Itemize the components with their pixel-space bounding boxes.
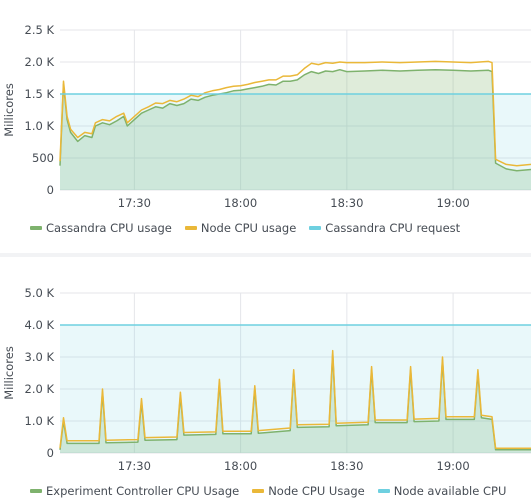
legend-swatch-cyan [377,489,390,493]
legend-item-node-cpu-usage[interactable]: Node CPU usage [184,221,297,235]
legend-label: Experiment Controller CPU Usage [46,484,240,498]
legend-swatch-green [30,489,42,493]
series-area-0 [60,69,531,190]
legend-swatch-green [30,226,42,230]
y-tick-label: 4.0 K [25,318,55,332]
legend-item-experiment-controller-cpu-usage[interactable]: Experiment Controller CPU Usage [30,484,239,498]
legend-label: Cassandra CPU usage [46,221,172,235]
y-axis-label: Millicores [2,83,16,137]
y-tick-label: 1.0 K [25,414,55,428]
legend-swatch-yellow [184,226,197,230]
series-line-0 [59,68,531,172]
legend-item-cassandra-cpu-request[interactable]: Cassandra CPU request [309,221,460,235]
cpu-panel-cassandra: 0 500 1.0 K 1.5 K 2.0 K 2.5 K 17:30 18:00 18:30 1… [0,0,531,248]
legend-cassandra: Cassandra CPU usage Node CPU usage Cassa… [30,221,460,235]
legend-swatch-cyan [309,226,322,230]
y-tick-label: 2.5 K [25,23,55,37]
legend-label: Cassandra CPU request [325,221,461,235]
legend-label: Node available CPU [393,484,507,498]
y-tick-label: 3.0 K [25,350,55,364]
legend-label: Node CPU usage [200,221,297,235]
x-tick-label: 19:00 [437,196,470,210]
y-tick-label: 500 [32,151,54,165]
x-tick-label: 18:30 [330,196,363,210]
x-tick-label: 18:00 [224,459,257,473]
legend-label: Node CPU Usage [268,484,365,498]
y-tick-label: 1.5 K [25,87,55,101]
x-tick-label: 19:00 [437,459,470,473]
y-tick-label: 2.0 K [25,55,55,69]
panel-divider [0,253,531,257]
x-tick-label: 17:30 [118,196,151,210]
x-tick-label: 18:00 [224,196,257,210]
x-tick-label: 18:30 [330,459,363,473]
y-axis-label: Millicores [2,346,16,400]
y-tick-label: 1.0 K [25,119,55,133]
series-line-1 [59,60,531,167]
cassandra-cpu-chart: 0 500 1.0 K 1.5 K 2.0 K 2.5 K 17:30 18:00 18:30 1… [2,23,531,210]
y-tick-label: 2.0 K [25,382,55,396]
y-tick-label: 5.0 K [25,286,55,300]
x-tick-label: 17:30 [118,459,151,473]
legend-experiment-controller: Experiment Controller CPU Usage Node CPU… [30,484,506,498]
series-area-2 [60,94,531,190]
cpu-panel-experiment-controller: 0 1.0 K 2.0 K 3.0 K 4.0 K 5.0 K 17:30 18:00 18:3… [0,262,531,503]
y-tick-label: 0 [47,183,54,197]
legend-swatch-yellow [252,489,265,493]
y-tick-label: 0 [47,446,54,460]
legend-item-cassandra-cpu-usage[interactable]: Cassandra CPU usage [30,221,172,235]
experiment-controller-cpu-chart: 0 1.0 K 2.0 K 3.0 K 4.0 K 5.0 K 17:30 18:00 18:3… [2,286,531,473]
series-line-1 [59,349,531,449]
legend-item-node-available-cpu[interactable]: Node available CPU [377,484,507,498]
legend-item-node-cpu-usage-2[interactable]: Node CPU Usage [252,484,365,498]
